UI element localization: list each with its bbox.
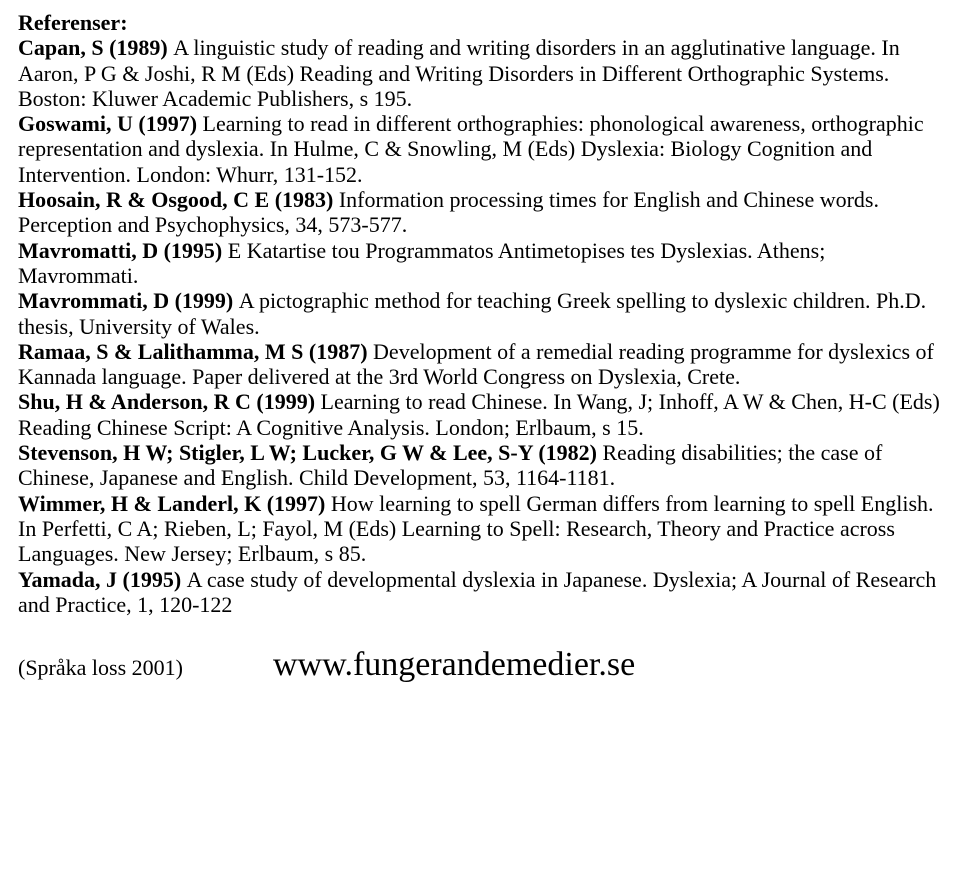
reference-lead: Hoosain, R & Osgood, C E (1983) — [18, 187, 339, 212]
reference-lead: Goswami, U (1997) — [18, 111, 203, 136]
reference-entry: Ramaa, S & Lalithamma, M S (1987) Develo… — [18, 339, 941, 390]
reference-lead: Capan, S (1989) — [18, 35, 173, 60]
reference-entry: Hoosain, R & Osgood, C E (1983) Informat… — [18, 187, 941, 238]
reference-lead: Mavrommati, D (1999) — [18, 288, 239, 313]
footer-url: www.fungerandemedier.se — [273, 645, 635, 684]
reference-lead: Ramaa, S & Lalithamma, M S (1987) — [18, 339, 373, 364]
reference-lead: Mavromatti, D (1995) — [18, 238, 228, 263]
reference-entry: Mavrommati, D (1999) A pictographic meth… — [18, 288, 941, 339]
reference-entry: Goswami, U (1997) Learning to read in di… — [18, 111, 941, 187]
reference-entry: Yamada, J (1995) A case study of develop… — [18, 567, 941, 618]
reference-entry: Wimmer, H & Landerl, K (1997) How learni… — [18, 491, 941, 567]
references-heading: Referenser: — [18, 10, 941, 35]
reference-entry: Shu, H & Anderson, R C (1999) Learning t… — [18, 389, 941, 440]
reference-entry: Stevenson, H W; Stigler, L W; Lucker, G … — [18, 440, 941, 491]
reference-entry: Capan, S (1989) A linguistic study of re… — [18, 35, 941, 111]
reference-lead: Shu, H & Anderson, R C (1999) — [18, 389, 321, 414]
reference-lead: Yamada, J (1995) — [18, 567, 187, 592]
reference-lead: Wimmer, H & Landerl, K (1997) — [18, 491, 331, 516]
footer-note: (Språka loss 2001) — [18, 655, 183, 680]
reference-lead: Stevenson, H W; Stigler, L W; Lucker, G … — [18, 440, 602, 465]
reference-entry: Mavromatti, D (1995) E Katartise tou Pro… — [18, 238, 941, 289]
footer: (Språka loss 2001) www.fungerandemedier.… — [18, 645, 941, 684]
references-block: Capan, S (1989) A linguistic study of re… — [18, 35, 941, 617]
